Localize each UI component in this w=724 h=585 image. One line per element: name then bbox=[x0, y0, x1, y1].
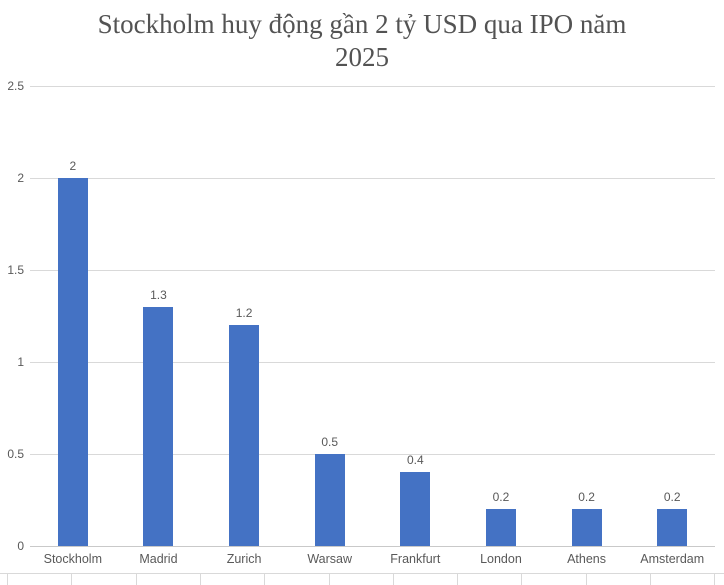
x-axis-category-label: London bbox=[480, 552, 522, 566]
bar-value-label: 0.2 bbox=[663, 490, 681, 505]
bar-frankfurt bbox=[400, 472, 431, 546]
sheet-column-gridline bbox=[457, 574, 459, 585]
bar-slot-stockholm: 2 bbox=[30, 86, 116, 546]
x-axis-category-label: Zurich bbox=[226, 552, 262, 566]
y-axis: 2.5 2 1.5 1 0.5 0 bbox=[0, 79, 24, 553]
bar-warsaw bbox=[314, 454, 345, 546]
bar-slot-london: 0.2 bbox=[458, 86, 544, 546]
bar-athens bbox=[571, 509, 602, 546]
sheet-column-gridline bbox=[135, 574, 137, 585]
sheet-column-gridline bbox=[264, 574, 266, 585]
spreadsheet-row-strip bbox=[0, 573, 724, 585]
bar-stockholm bbox=[57, 178, 88, 546]
bar-value-label: 0.2 bbox=[578, 490, 595, 505]
bar-london bbox=[485, 509, 516, 546]
bar-slot-amsterdam: 0.2 bbox=[629, 86, 715, 546]
bar-slot-zurich: 1.2 bbox=[201, 86, 287, 546]
x-axis-category-label: Athens bbox=[567, 552, 607, 566]
sheet-column-gridline bbox=[521, 574, 523, 585]
gridline bbox=[30, 270, 715, 271]
bar-value-label: 1.2 bbox=[235, 306, 253, 321]
x-axis: Stockholm Madrid Zurich Warsaw Frankfurt Lond… bbox=[30, 552, 715, 566]
chart-title-line-2: 2025 bbox=[335, 41, 389, 72]
bar-series: 2 1.3 1.2 0.5 0.4 0.2 0.2 0.2 bbox=[30, 86, 715, 546]
bar-amsterdam bbox=[657, 509, 688, 546]
bar-value-label: 1.3 bbox=[150, 287, 167, 302]
sheet-column-gridline bbox=[714, 574, 716, 585]
gridline bbox=[30, 454, 715, 455]
gridline bbox=[30, 178, 715, 179]
x-axis-category-label: Amsterdam bbox=[640, 552, 705, 566]
x-axis-category-label: Madrid bbox=[139, 552, 178, 566]
gridline bbox=[30, 86, 715, 87]
y-axis-tick-label: 1 bbox=[17, 355, 24, 369]
plot-area: 2 1.3 1.2 0.5 0.4 0.2 0.2 0.2 bbox=[30, 86, 715, 547]
bar-slot-warsaw: 0.5 bbox=[287, 86, 373, 546]
sheet-column-gridline bbox=[328, 574, 330, 585]
sheet-column-gridline bbox=[392, 574, 394, 585]
x-axis-category-label: Warsaw bbox=[307, 552, 353, 566]
sheet-column-gridline bbox=[199, 574, 201, 585]
y-axis-tick-label: 2.5 bbox=[7, 79, 24, 93]
y-axis-tick-label: 0.5 bbox=[7, 447, 24, 461]
y-axis-tick-label: 2 bbox=[17, 171, 24, 185]
bar-value-label: 0.4 bbox=[406, 453, 424, 468]
bar-value-label: 2 bbox=[69, 159, 77, 173]
bar-zurich bbox=[229, 325, 260, 546]
gridline bbox=[30, 362, 715, 363]
x-axis-category-label: Frankfurt bbox=[390, 552, 441, 566]
bar-slot-athens: 0.2 bbox=[544, 86, 630, 546]
bar-value-label: 0.2 bbox=[492, 490, 510, 505]
sheet-column-gridline bbox=[7, 574, 8, 585]
x-axis-category-label: Stockholm bbox=[43, 552, 102, 566]
x-axis-line bbox=[30, 546, 715, 547]
chart-title: Stockholm huy động gần 2 tỷ USD qua IPO … bbox=[0, 8, 724, 74]
sheet-column-gridline bbox=[585, 574, 587, 585]
bar-madrid bbox=[143, 306, 174, 546]
bar-slot-frankfurt: 0.4 bbox=[373, 86, 459, 546]
bar-value-label: 0.5 bbox=[321, 435, 339, 449]
bar-slot-madrid: 1.3 bbox=[116, 86, 202, 546]
y-axis-tick-label: 0 bbox=[17, 539, 24, 553]
chart-title-line-1: Stockholm huy động gần 2 tỷ USD qua IPO … bbox=[97, 9, 627, 39]
sheet-column-gridline bbox=[650, 574, 651, 585]
y-axis-tick-label: 1.5 bbox=[7, 263, 24, 277]
sheet-column-gridline bbox=[71, 574, 73, 585]
